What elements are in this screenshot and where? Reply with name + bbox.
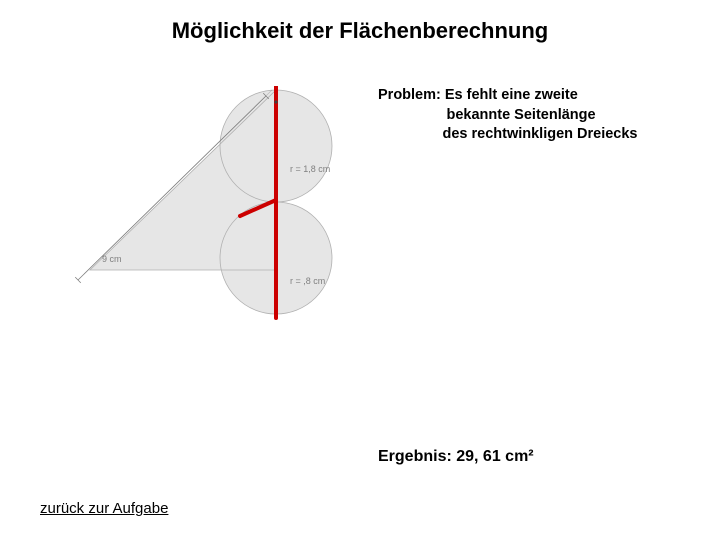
- geometry-diagram: r = 1,8 cm r = ,8 cm 9 cm: [40, 86, 365, 396]
- svg-text:r = 1,8 cm: r = 1,8 cm: [290, 164, 330, 174]
- page-title: Möglichkeit der Flächenberechnung: [0, 18, 720, 44]
- back-link[interactable]: zurück zur Aufgabe: [40, 500, 168, 517]
- svg-text:r = ,8 cm: r = ,8 cm: [290, 276, 325, 286]
- svg-text:9 cm: 9 cm: [102, 254, 122, 264]
- result-text: Ergebnis: 29, 61 cm²: [378, 448, 534, 466]
- problem-line-1: Problem: Es fehlt eine zweite: [378, 87, 578, 103]
- problem-line-3: des rechtwinkligen Dreiecks: [442, 126, 637, 142]
- diagram-svg: r = 1,8 cm r = ,8 cm 9 cm: [40, 86, 365, 396]
- problem-line-2: bekannte Seitenlänge: [447, 107, 596, 123]
- problem-text: Problem: Es fehlt eine zweite bekannte S…: [378, 86, 708, 145]
